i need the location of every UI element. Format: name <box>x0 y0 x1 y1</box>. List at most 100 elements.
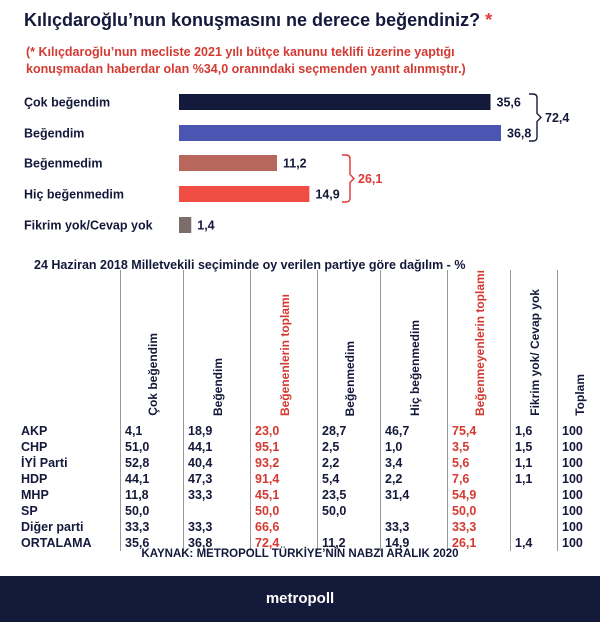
category-label: Beğenmedim <box>24 157 103 171</box>
row-label: MHP <box>21 488 49 503</box>
table-cell <box>510 487 558 504</box>
table-cell: 1,6 <box>510 423 558 440</box>
column-header-cell: Beğenmedim <box>317 270 381 424</box>
table-cell: 1,1 <box>510 471 558 488</box>
table-cell: 1,1 <box>510 455 558 472</box>
table-cell: 95,1 <box>250 439 318 456</box>
bar-chart: Çok beğendim 35,6 Beğendim 36,8 Beğenmedim 11… <box>24 93 569 233</box>
column-header-label: Fikrim yok/ Cevap yok <box>528 289 542 417</box>
bar <box>179 94 491 110</box>
table-cell: 2,2 <box>380 471 448 488</box>
row-label: İYİ Parti <box>21 456 68 471</box>
table-cell: 5,4 <box>317 471 381 488</box>
table-cell: 35,6 <box>120 535 184 552</box>
table-cell: 100 <box>557 423 600 440</box>
row-label: Diğer parti <box>21 520 84 535</box>
table-cell: 50,0 <box>120 503 184 520</box>
table-cell: 4,1 <box>120 423 184 440</box>
category-label: Fikrim yok/Cevap yok <box>24 219 153 233</box>
category-label: Beğendim <box>24 127 84 141</box>
group-bracket <box>342 154 355 203</box>
table-cell: 23,0 <box>250 423 318 440</box>
column-header-label: Hiç beğenmedim <box>408 320 422 417</box>
table-cell: 100 <box>557 487 600 504</box>
table-cell: 50,0 <box>317 503 381 520</box>
table-cell: 54,9 <box>447 487 511 504</box>
column-header-cell: Hiç beğenmedim <box>380 270 448 424</box>
brand-logo: metropoll <box>265 590 335 607</box>
table-cell: 1,0 <box>380 439 448 456</box>
value-label: 1,4 <box>197 219 214 233</box>
column-header-cell: Toplam <box>557 270 600 424</box>
table-cell <box>510 519 558 536</box>
row-label: AKP <box>21 424 48 439</box>
table-cell: 28,7 <box>317 423 381 440</box>
table-cell <box>183 503 251 520</box>
table-cell: 91,4 <box>250 471 318 488</box>
distribution-table: Çok beğendim Beğendim Beğenenlerin toplamı… <box>14 270 600 552</box>
category-label: Çok beğendim <box>24 96 110 110</box>
table-cell: 47,3 <box>183 471 251 488</box>
column-header-label: Toplam <box>573 374 587 417</box>
table-cell: 100 <box>557 535 600 552</box>
bar <box>179 155 277 171</box>
table-row: HDP 44,1 47,3 91,4 5,4 2,2 7,6 1,1 100 <box>14 471 600 488</box>
table-row: ORTALAMA 35,6 36,8 72,4 11,2 14,9 26,1 1,4 100 <box>14 535 600 552</box>
bar <box>179 125 501 141</box>
row-header-blank <box>14 270 121 423</box>
table-cell: 11,8 <box>120 487 184 504</box>
table-cell <box>510 503 558 520</box>
table-cell: 1,4 <box>510 535 558 552</box>
value-label: 35,6 <box>497 96 521 110</box>
row-label: SP <box>21 504 38 519</box>
table-cell: 72,4 <box>250 535 318 552</box>
table-cell <box>317 519 381 536</box>
table-cell: 100 <box>557 503 600 520</box>
table-cell: 2,5 <box>317 439 381 456</box>
group-total-label: 72,4 <box>545 111 569 125</box>
table-cell: 51,0 <box>120 439 184 456</box>
footer-bar <box>0 576 600 622</box>
table-cell: 1,5 <box>510 439 558 456</box>
table-cell: 33,3 <box>183 487 251 504</box>
table-title: 24 Haziran 2018 Milletvekili seçiminde o… <box>34 258 466 272</box>
value-label: 14,9 <box>315 188 339 202</box>
chart-title: Kılıçdaroğlu’nun konuşmasını ne derece b… <box>24 10 493 30</box>
table-cell: 100 <box>557 471 600 488</box>
category-label: Hiç beğenmedim <box>24 188 124 202</box>
table-cell: 26,1 <box>447 535 511 552</box>
table-cell: 7,6 <box>447 471 511 488</box>
table-cell: 46,7 <box>380 423 448 440</box>
table-row: MHP 11,8 33,3 45,1 23,5 31,4 54,9 100 <box>14 487 600 504</box>
table-row: İYİ Parti 52,8 40,4 93,2 2,2 3,4 5,6 1,1 100 <box>14 455 600 472</box>
table-cell: 93,2 <box>250 455 318 472</box>
table-cell: 33,3 <box>120 519 184 536</box>
table-cell: 36,8 <box>183 535 251 552</box>
table-cell: 100 <box>557 519 600 536</box>
table-cell: 23,5 <box>317 487 381 504</box>
table-cell: 11,2 <box>317 535 381 552</box>
table-cell: 44,1 <box>120 471 184 488</box>
row-label: CHP <box>21 440 48 455</box>
value-label: 11,2 <box>283 157 307 171</box>
table-cell: 75,4 <box>447 423 511 440</box>
table-cell: 50,0 <box>250 503 318 520</box>
column-header-label: Beğenmeyenlerin toplamı <box>473 270 487 417</box>
table-cell: 3,4 <box>380 455 448 472</box>
column-header-cell: Çok beğendim <box>120 270 184 424</box>
column-header-label: Beğendim <box>211 358 225 417</box>
table-cell: 100 <box>557 439 600 456</box>
row-label: ORTALAMA <box>21 536 92 551</box>
table-cell: 2,2 <box>317 455 381 472</box>
column-header-label: Beğenmedim <box>343 340 357 417</box>
column-header-label: Beğenenlerin toplamı <box>278 294 292 417</box>
table-cell <box>380 503 448 520</box>
bar <box>179 217 192 233</box>
table-cell: 44,1 <box>183 439 251 456</box>
table-row: CHP 51,0 44,1 95,1 2,5 1,0 3,5 1,5 100 <box>14 439 600 456</box>
table-row: Diğer parti 33,3 33,3 66,6 33,3 33,3 100 <box>14 519 600 536</box>
column-header-cell: Beğendim <box>183 270 251 424</box>
group-bracket <box>529 93 542 142</box>
table-row: SP 50,0 50,0 50,0 50,0 100 <box>14 503 600 520</box>
column-header-cell: Beğenmeyenlerin toplamı <box>447 270 511 424</box>
